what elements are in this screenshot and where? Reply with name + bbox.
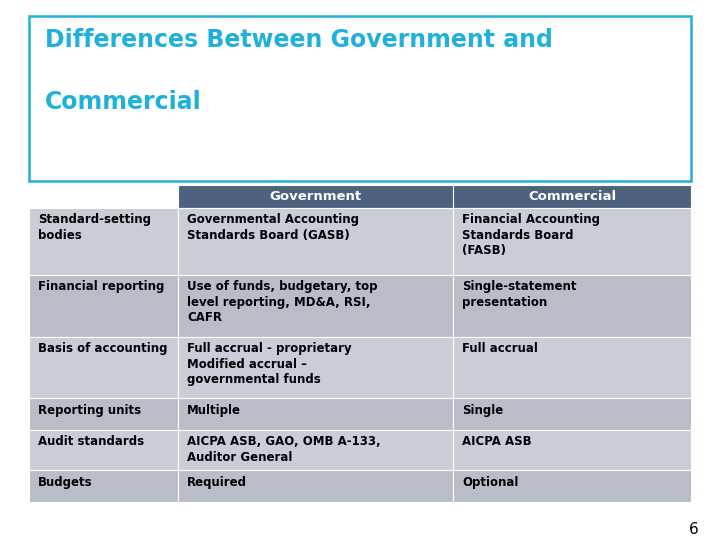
Text: Reporting units: Reporting units <box>38 404 141 417</box>
FancyBboxPatch shape <box>453 336 691 399</box>
FancyBboxPatch shape <box>29 470 178 502</box>
Text: Standard-setting
bodies: Standard-setting bodies <box>38 213 151 242</box>
FancyBboxPatch shape <box>29 275 178 336</box>
FancyBboxPatch shape <box>178 185 453 208</box>
Text: AICPA ASB: AICPA ASB <box>462 435 532 448</box>
FancyBboxPatch shape <box>453 185 691 208</box>
Text: 6: 6 <box>688 522 698 537</box>
Text: Optional: Optional <box>462 476 518 489</box>
Text: Commercial: Commercial <box>528 190 616 203</box>
FancyBboxPatch shape <box>29 336 178 399</box>
FancyBboxPatch shape <box>178 399 453 430</box>
FancyBboxPatch shape <box>453 399 691 430</box>
FancyBboxPatch shape <box>29 208 178 275</box>
FancyBboxPatch shape <box>453 430 691 470</box>
Text: Financial reporting: Financial reporting <box>38 280 165 293</box>
FancyBboxPatch shape <box>29 399 178 430</box>
FancyBboxPatch shape <box>178 208 453 275</box>
Text: Financial Accounting
Standards Board
(FASB): Financial Accounting Standards Board (FA… <box>462 213 600 258</box>
FancyBboxPatch shape <box>178 336 453 399</box>
FancyBboxPatch shape <box>453 275 691 336</box>
Text: Single: Single <box>462 404 503 417</box>
Text: Differences Between Government and: Differences Between Government and <box>45 28 552 52</box>
Text: Full accrual - proprietary
Modified accrual –
governmental funds: Full accrual - proprietary Modified accr… <box>187 342 352 386</box>
FancyBboxPatch shape <box>178 275 453 336</box>
Text: Multiple: Multiple <box>187 404 241 417</box>
FancyBboxPatch shape <box>178 430 453 470</box>
FancyBboxPatch shape <box>29 16 691 181</box>
FancyBboxPatch shape <box>178 470 453 502</box>
Text: Single-statement
presentation: Single-statement presentation <box>462 280 577 309</box>
FancyBboxPatch shape <box>453 470 691 502</box>
Text: AICPA ASB, GAO, OMB A-133,
Auditor General: AICPA ASB, GAO, OMB A-133, Auditor Gener… <box>187 435 381 464</box>
Text: Audit standards: Audit standards <box>38 435 144 448</box>
FancyBboxPatch shape <box>29 185 178 208</box>
Text: Basis of accounting: Basis of accounting <box>38 342 168 355</box>
FancyBboxPatch shape <box>453 208 691 275</box>
Text: Required: Required <box>187 476 247 489</box>
Text: Commercial: Commercial <box>45 90 202 114</box>
Text: Full accrual: Full accrual <box>462 342 538 355</box>
Text: Use of funds, budgetary, top
level reporting, MD&A, RSI,
CAFR: Use of funds, budgetary, top level repor… <box>187 280 378 325</box>
FancyBboxPatch shape <box>29 430 178 470</box>
Text: Government: Government <box>269 190 361 203</box>
Text: Budgets: Budgets <box>38 476 93 489</box>
Text: Governmental Accounting
Standards Board (GASB): Governmental Accounting Standards Board … <box>187 213 359 242</box>
